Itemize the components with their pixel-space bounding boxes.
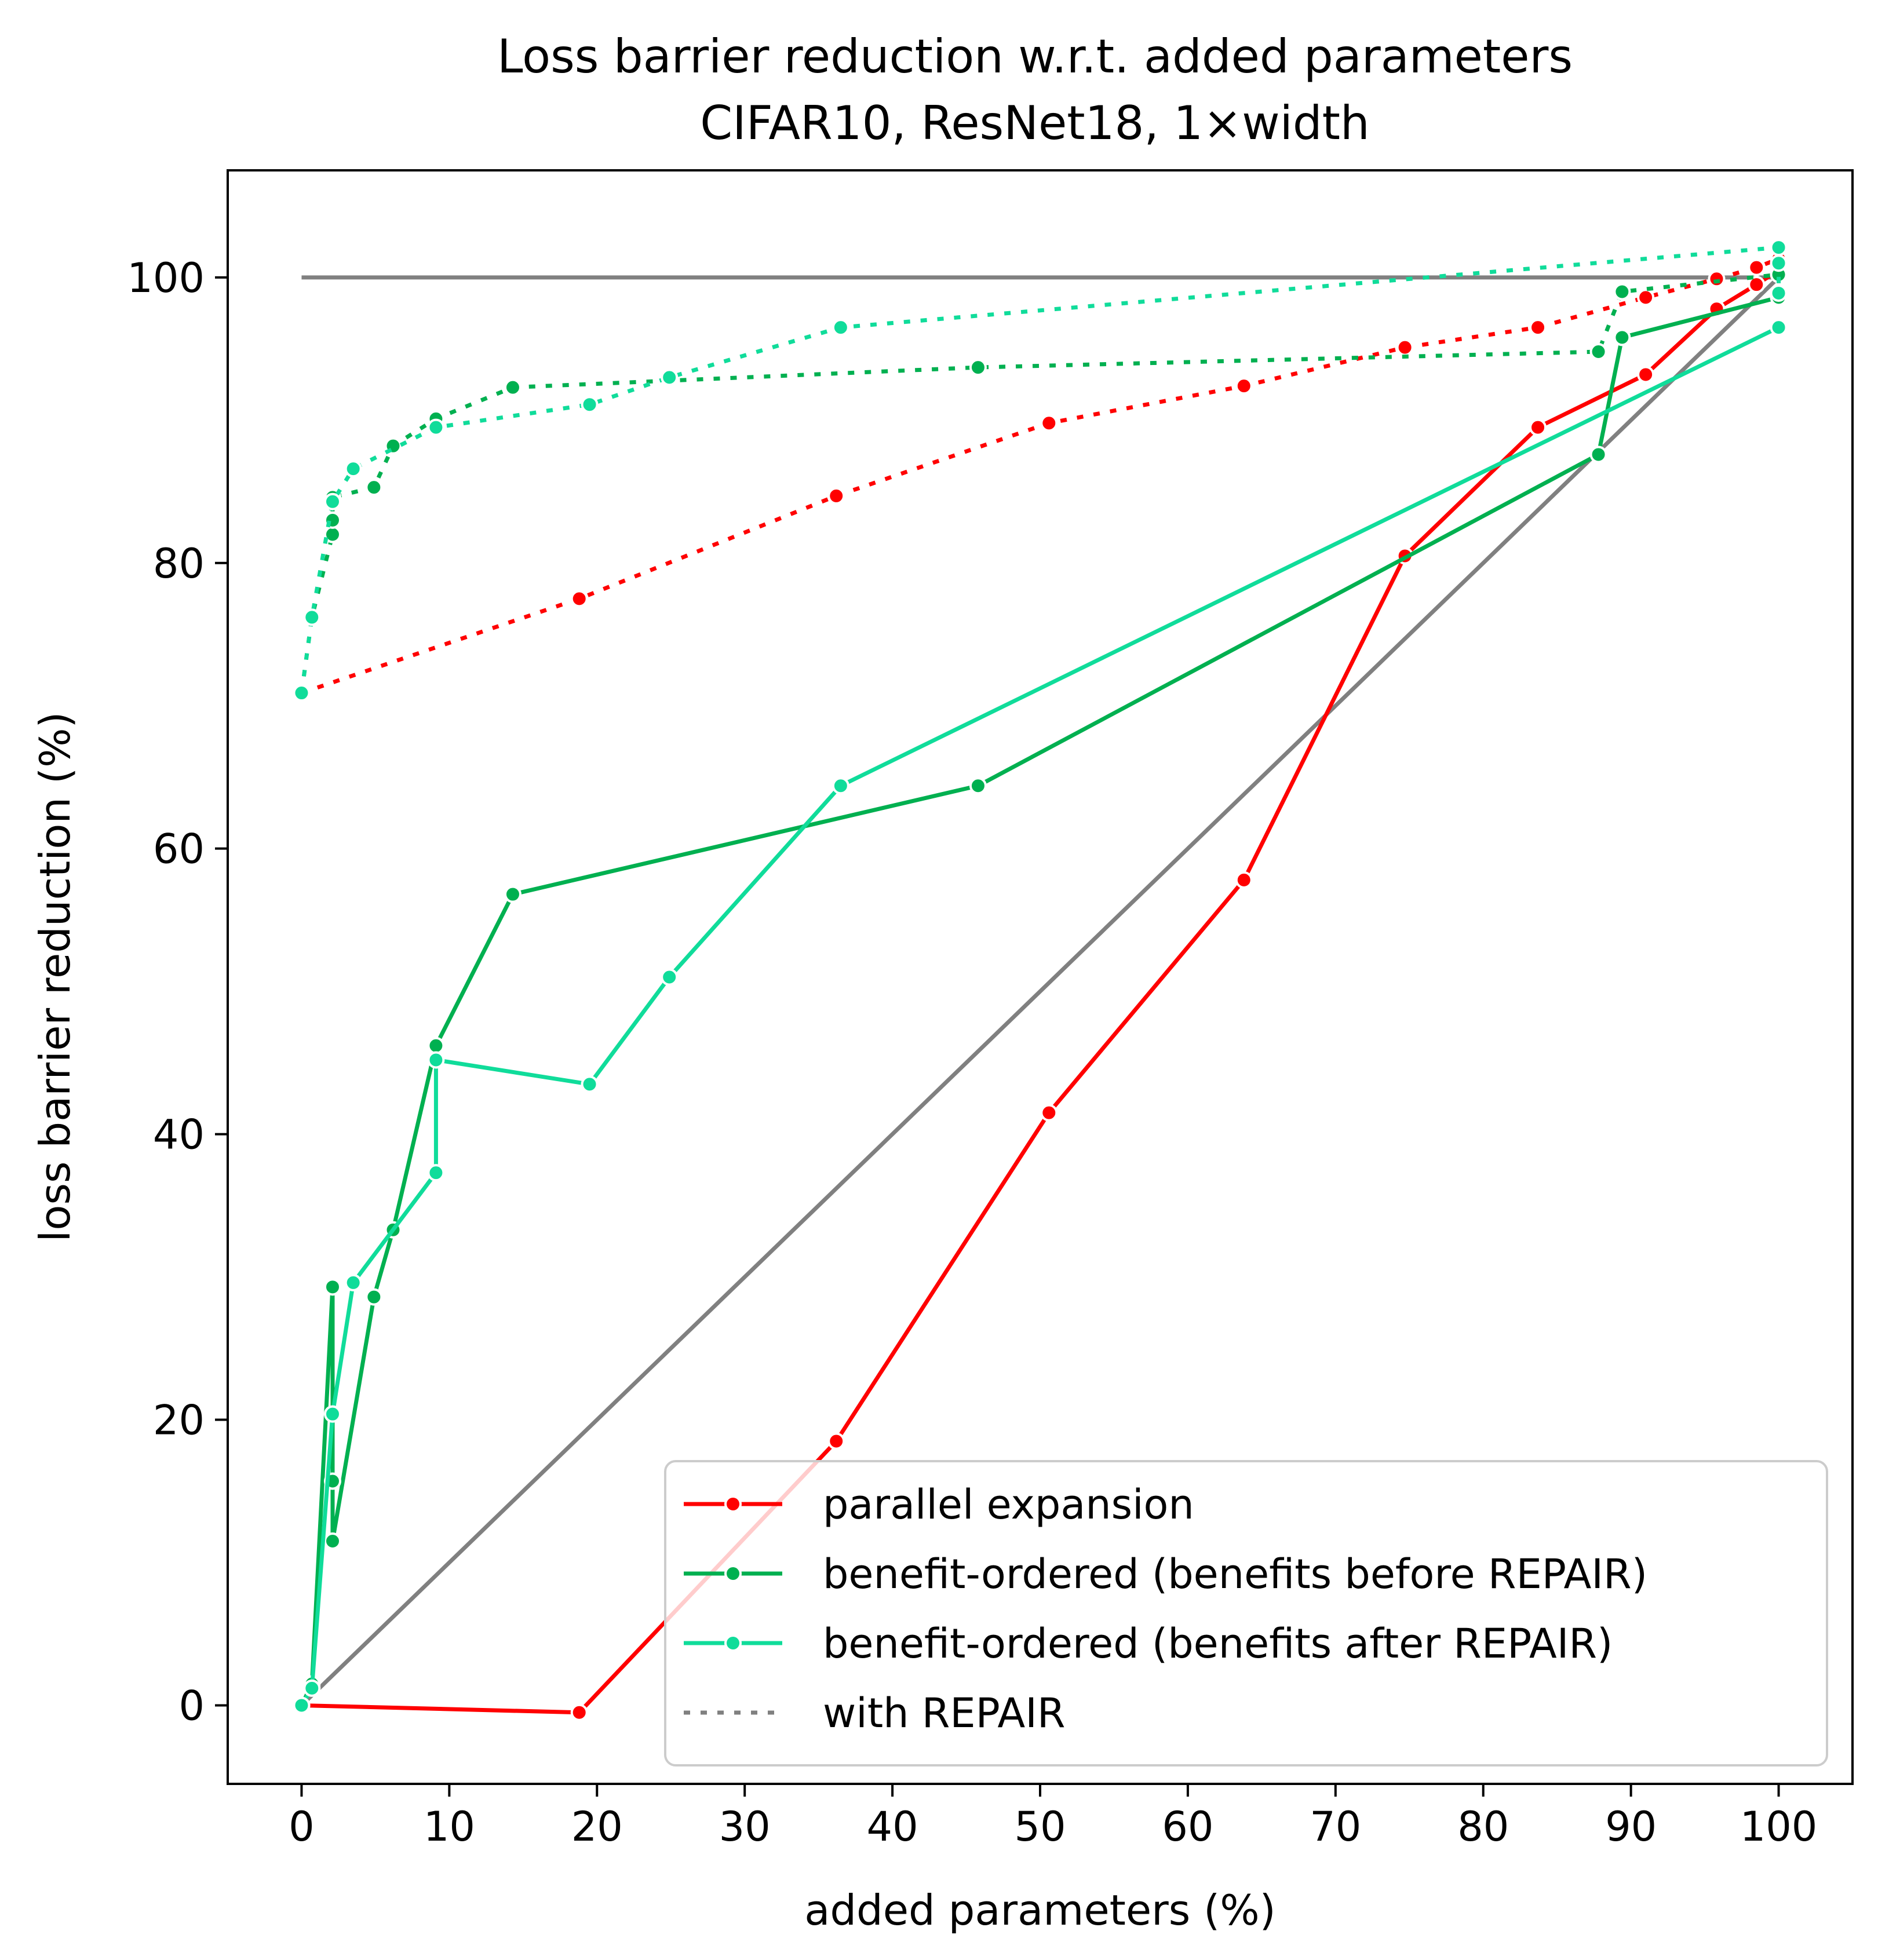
data-point-3-4 <box>1235 377 1253 395</box>
data-point-1-7 <box>427 1036 445 1054</box>
data-point-1-2 <box>323 1278 341 1296</box>
data-point-2-4 <box>427 1164 445 1182</box>
y-tick-label-3: 60 <box>153 826 205 873</box>
data-point-2-6 <box>581 1075 599 1093</box>
data-point-1-4 <box>323 1532 341 1550</box>
legend-item-2: benefit-ordered (benefits after REPAIR) <box>684 1620 1613 1667</box>
data-point-2-0 <box>293 1696 311 1714</box>
data-point-1-9 <box>969 777 987 795</box>
data-point-4-10 <box>1589 343 1607 361</box>
legend-item-3: with REPAIR <box>684 1689 1066 1737</box>
data-point-5-3 <box>344 460 362 478</box>
legend-items: parallel expansion benefit-ordered (benef… <box>684 1481 1647 1737</box>
series-5 <box>293 239 1788 702</box>
data-point-3-6 <box>1529 319 1547 337</box>
data-point-5-8 <box>1770 239 1788 257</box>
data-point-1-5 <box>365 1288 383 1306</box>
data-point-0-1 <box>570 1703 588 1721</box>
data-point-5-7 <box>832 319 849 337</box>
data-point-4-9 <box>969 359 987 377</box>
data-point-2-8 <box>832 777 849 795</box>
series-line-2 <box>300 325 1780 1707</box>
x-tick-label-8: 80 <box>1457 1803 1509 1850</box>
y-tick-label-4: 80 <box>153 540 205 587</box>
data-point-5-5 <box>581 396 599 414</box>
data-point-1-11 <box>1613 329 1631 346</box>
x-tick-label-10: 100 <box>1740 1803 1818 1850</box>
x-tick-label-2: 20 <box>571 1803 623 1850</box>
y-tick-label-2: 40 <box>153 1111 205 1159</box>
data-point-4-8 <box>504 378 522 396</box>
y-tick-label-5: 100 <box>127 254 205 302</box>
x-axis: 0 10 20 30 40 50 60 70 80 90 100 <box>289 1784 1817 1850</box>
data-point-3-2 <box>827 487 845 505</box>
legend-item-1: benefit-ordered (benefits before REPAIR) <box>684 1550 1647 1598</box>
series-layer <box>293 239 1788 1721</box>
data-point-3-7 <box>1637 289 1655 306</box>
data-point-2-9 <box>1770 319 1788 337</box>
data-point-2-3 <box>344 1273 362 1291</box>
data-point-4-11 <box>1613 283 1631 301</box>
data-point-5-1 <box>303 608 321 626</box>
data-point-5-6 <box>661 368 679 386</box>
legend-label-1: benefit-ordered (benefits before REPAIR) <box>823 1550 1647 1598</box>
data-point-3-3 <box>1040 414 1058 432</box>
x-tick-label-3: 30 <box>719 1803 771 1850</box>
data-point-3-5 <box>1396 338 1414 356</box>
y-tick-label-0: 0 <box>178 1682 205 1729</box>
data-point-3-9 <box>1748 258 1766 276</box>
data-point-2-2 <box>323 1405 341 1423</box>
reference-lines <box>300 275 1780 1707</box>
data-point-5-2 <box>323 492 341 510</box>
data-point-0-3 <box>1040 1104 1058 1122</box>
legend-marker-1 <box>724 1565 742 1582</box>
legend-marker-0 <box>724 1495 742 1513</box>
x-tick-label-1: 10 <box>424 1803 475 1850</box>
data-point-0-9 <box>1748 276 1766 294</box>
data-point-2-5 <box>427 1051 445 1069</box>
x-tick-label-0: 0 <box>289 1803 315 1850</box>
data-point-1-8 <box>504 885 522 903</box>
y-axis-label: loss barrier reduction (%) <box>31 711 79 1242</box>
y-axis: 0 20 40 60 80 100 <box>127 254 228 1729</box>
x-tick-label-6: 60 <box>1162 1803 1213 1850</box>
data-point-5-4 <box>427 418 445 436</box>
data-point-5-10 <box>1770 284 1788 302</box>
x-tick-label-7: 70 <box>1310 1803 1361 1850</box>
series-line-5 <box>299 245 1781 694</box>
legend-label-2: benefit-ordered (benefits after REPAIR) <box>823 1620 1613 1667</box>
x-tick-label-5: 50 <box>1014 1803 1066 1850</box>
data-point-0-2 <box>827 1432 845 1450</box>
x-tick-label-4: 40 <box>867 1803 918 1850</box>
y-tick-label-1: 20 <box>153 1397 205 1444</box>
legend: parallel expansion benefit-ordered (benef… <box>664 1460 1828 1766</box>
data-point-2-7 <box>661 968 679 986</box>
data-point-4-5 <box>365 479 383 497</box>
data-point-5-9 <box>1770 254 1788 272</box>
reference-line-1 <box>300 276 1780 1707</box>
data-point-3-8 <box>1708 270 1726 288</box>
data-point-0-6 <box>1529 418 1547 436</box>
data-point-0-4 <box>1235 871 1253 889</box>
x-axis-label: added parameters (%) <box>804 1886 1276 1935</box>
x-tick-label-9: 90 <box>1605 1803 1657 1850</box>
data-point-2-1 <box>303 1679 321 1697</box>
legend-label-0: parallel expansion <box>823 1481 1194 1528</box>
data-point-0-7 <box>1637 366 1655 384</box>
legend-label-3: with REPAIR <box>823 1689 1066 1737</box>
chart-title: Loss barrier reduction w.r.t. added para… <box>497 30 1573 83</box>
chart-subtitle: CIFAR10, ResNet18, 1×width <box>700 96 1370 150</box>
legend-marker-2 <box>724 1634 742 1652</box>
data-point-3-1 <box>570 590 588 608</box>
legend-frame <box>664 1460 1828 1766</box>
data-point-1-10 <box>1589 446 1607 463</box>
data-point-5-0 <box>293 684 311 702</box>
series-2 <box>293 319 1788 1714</box>
legend-item-0: parallel expansion <box>684 1481 1194 1528</box>
